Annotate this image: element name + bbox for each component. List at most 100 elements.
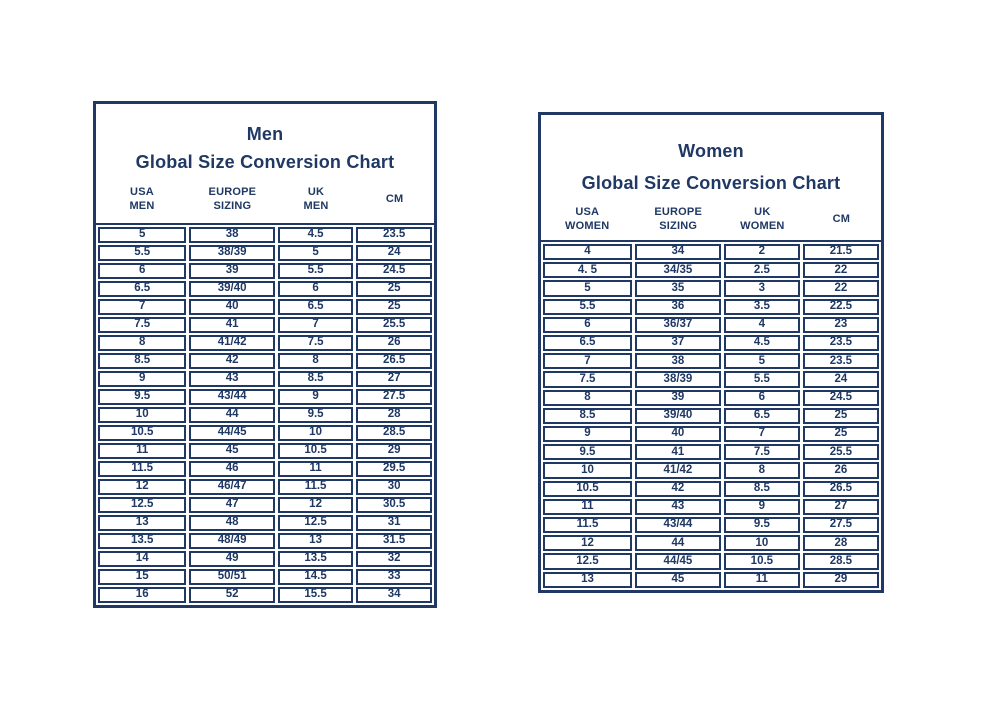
size-cell: 28.5 bbox=[356, 425, 432, 441]
table-row: 5.5 36 3.5 22.5 bbox=[543, 298, 879, 315]
size-cell: 9.5 bbox=[277, 407, 354, 423]
table-row: 14 49 13.5 32 bbox=[98, 551, 432, 567]
table-row: 5 38 4.5 23.5 bbox=[98, 227, 432, 243]
table-row: 5.5 38/39 5 24 bbox=[98, 245, 432, 261]
size-cell: 10 bbox=[543, 462, 632, 479]
column-header: EUROPE SIZING bbox=[208, 185, 257, 212]
size-cell: 42 bbox=[634, 480, 721, 497]
size-cell: 5 bbox=[98, 227, 187, 243]
size-cell: 22 bbox=[802, 262, 879, 279]
table-row: 12.5 47 12 30.5 bbox=[98, 497, 432, 513]
size-cell: 7 bbox=[98, 299, 187, 315]
size-cell: 26.5 bbox=[802, 480, 879, 497]
size-cell: 38 bbox=[189, 227, 275, 243]
size-cell: 6.5 bbox=[98, 281, 187, 297]
size-cell: 22 bbox=[802, 280, 879, 297]
size-cell: 32 bbox=[356, 551, 432, 567]
size-cell: 23 bbox=[802, 316, 879, 334]
size-cell: 5 bbox=[277, 245, 354, 261]
size-cell: 9 bbox=[98, 371, 187, 387]
table-row: 13 48 12.5 31 bbox=[98, 515, 432, 531]
column-header: CM bbox=[832, 212, 851, 225]
table-row: 6 39 5.5 24.5 bbox=[98, 263, 432, 279]
size-cell: 28 bbox=[802, 535, 879, 552]
men-chart-header: Men Global Size Conversion Chart USA MEN… bbox=[96, 104, 434, 225]
size-cell: 22.5 bbox=[802, 298, 879, 315]
size-cell: 6.5 bbox=[543, 335, 632, 352]
size-cell: 44/45 bbox=[634, 553, 721, 570]
size-cell: 9 bbox=[723, 498, 800, 516]
size-cell: 36/37 bbox=[634, 316, 721, 334]
size-cell: 31.5 bbox=[356, 533, 432, 549]
size-cell: 15.5 bbox=[277, 587, 354, 603]
table-row: 8 39 6 24.5 bbox=[543, 389, 879, 406]
size-cell: 39 bbox=[189, 263, 275, 279]
size-cell: 48 bbox=[189, 515, 275, 531]
size-cell: 36 bbox=[634, 298, 721, 315]
table-row: 6.5 37 4.5 23.5 bbox=[543, 335, 879, 352]
column-header: UK WOMEN bbox=[740, 205, 785, 232]
column-headers: USA MEN EUROPE SIZING UK MEN CM bbox=[96, 176, 434, 223]
size-cell: 25 bbox=[802, 426, 879, 443]
size-cell: 7.5 bbox=[723, 444, 800, 461]
table-row: 7 40 6.5 25 bbox=[98, 299, 432, 315]
size-cell: 6 bbox=[723, 389, 800, 406]
size-cell: 12 bbox=[98, 479, 187, 495]
table-row: 9.5 43/44 9 27.5 bbox=[98, 389, 432, 405]
size-cell: 8 bbox=[98, 335, 187, 351]
table-row: 8.5 39/40 6.5 25 bbox=[543, 407, 879, 425]
size-cell: 15 bbox=[98, 569, 187, 585]
size-cell: 11 bbox=[723, 571, 800, 588]
table-row: 6.5 39/40 6 25 bbox=[98, 281, 432, 297]
size-cell: 7.5 bbox=[277, 335, 354, 351]
size-cell: 10 bbox=[277, 425, 354, 441]
size-cell: 2.5 bbox=[723, 262, 800, 279]
table-rows: 4 34 2 21.5 4. 5 34/35 2.5 22 5 35 3 22 5.5 36 3.5 22.5… bbox=[541, 242, 881, 590]
size-cell: 43/44 bbox=[189, 389, 275, 405]
size-cell: 25 bbox=[356, 299, 432, 315]
size-cell: 43 bbox=[189, 371, 275, 387]
size-cell: 9.5 bbox=[543, 444, 632, 461]
table-row: 11 43 9 27 bbox=[543, 498, 879, 516]
table-row: 13 45 11 29 bbox=[543, 571, 879, 588]
size-cell: 9 bbox=[277, 389, 354, 405]
table-row: 10 41/42 8 26 bbox=[543, 462, 879, 479]
table-row: 15 50/51 14.5 33 bbox=[98, 569, 432, 585]
size-cell: 10 bbox=[98, 407, 187, 423]
size-cell: 41/42 bbox=[634, 462, 721, 479]
size-cell: 27 bbox=[356, 371, 432, 387]
size-cell: 38/39 bbox=[634, 371, 721, 388]
size-cell: 23.5 bbox=[802, 335, 879, 352]
size-cell: 14 bbox=[98, 551, 187, 567]
size-cell: 25.5 bbox=[802, 444, 879, 461]
size-cell: 29.5 bbox=[356, 461, 432, 477]
table-row: 4. 5 34/35 2.5 22 bbox=[543, 262, 879, 279]
table-row: 11 45 10.5 29 bbox=[98, 443, 432, 459]
size-cell: 7 bbox=[543, 353, 632, 370]
size-cell: 35 bbox=[634, 280, 721, 297]
size-cell: 44/45 bbox=[189, 425, 275, 441]
size-cell: 48/49 bbox=[189, 533, 275, 549]
size-cell: 5.5 bbox=[98, 245, 187, 261]
size-cell: 5 bbox=[543, 280, 632, 297]
size-cell: 26.5 bbox=[356, 353, 432, 369]
table-row: 8 41/42 7.5 26 bbox=[98, 335, 432, 351]
size-cell: 7 bbox=[277, 317, 354, 333]
size-cell: 38 bbox=[634, 353, 721, 370]
size-cell: 34/35 bbox=[634, 262, 721, 279]
table-row: 12 46/47 11.5 30 bbox=[98, 479, 432, 495]
size-cell: 29 bbox=[356, 443, 432, 459]
size-cell: 25 bbox=[356, 281, 432, 297]
size-cell: 43/44 bbox=[634, 517, 721, 534]
table-row: 12.5 44/45 10.5 28.5 bbox=[543, 553, 879, 570]
size-cell: 5.5 bbox=[277, 263, 354, 279]
size-cell: 41 bbox=[189, 317, 275, 333]
size-cell: 11 bbox=[277, 461, 354, 477]
size-cell: 4.5 bbox=[277, 227, 354, 243]
size-cell: 6.5 bbox=[277, 299, 354, 315]
size-cell: 8 bbox=[723, 462, 800, 479]
size-cell: 11.5 bbox=[277, 479, 354, 495]
size-cell: 8.5 bbox=[543, 407, 632, 425]
size-cell: 42 bbox=[189, 353, 275, 369]
size-cell: 11.5 bbox=[98, 461, 187, 477]
